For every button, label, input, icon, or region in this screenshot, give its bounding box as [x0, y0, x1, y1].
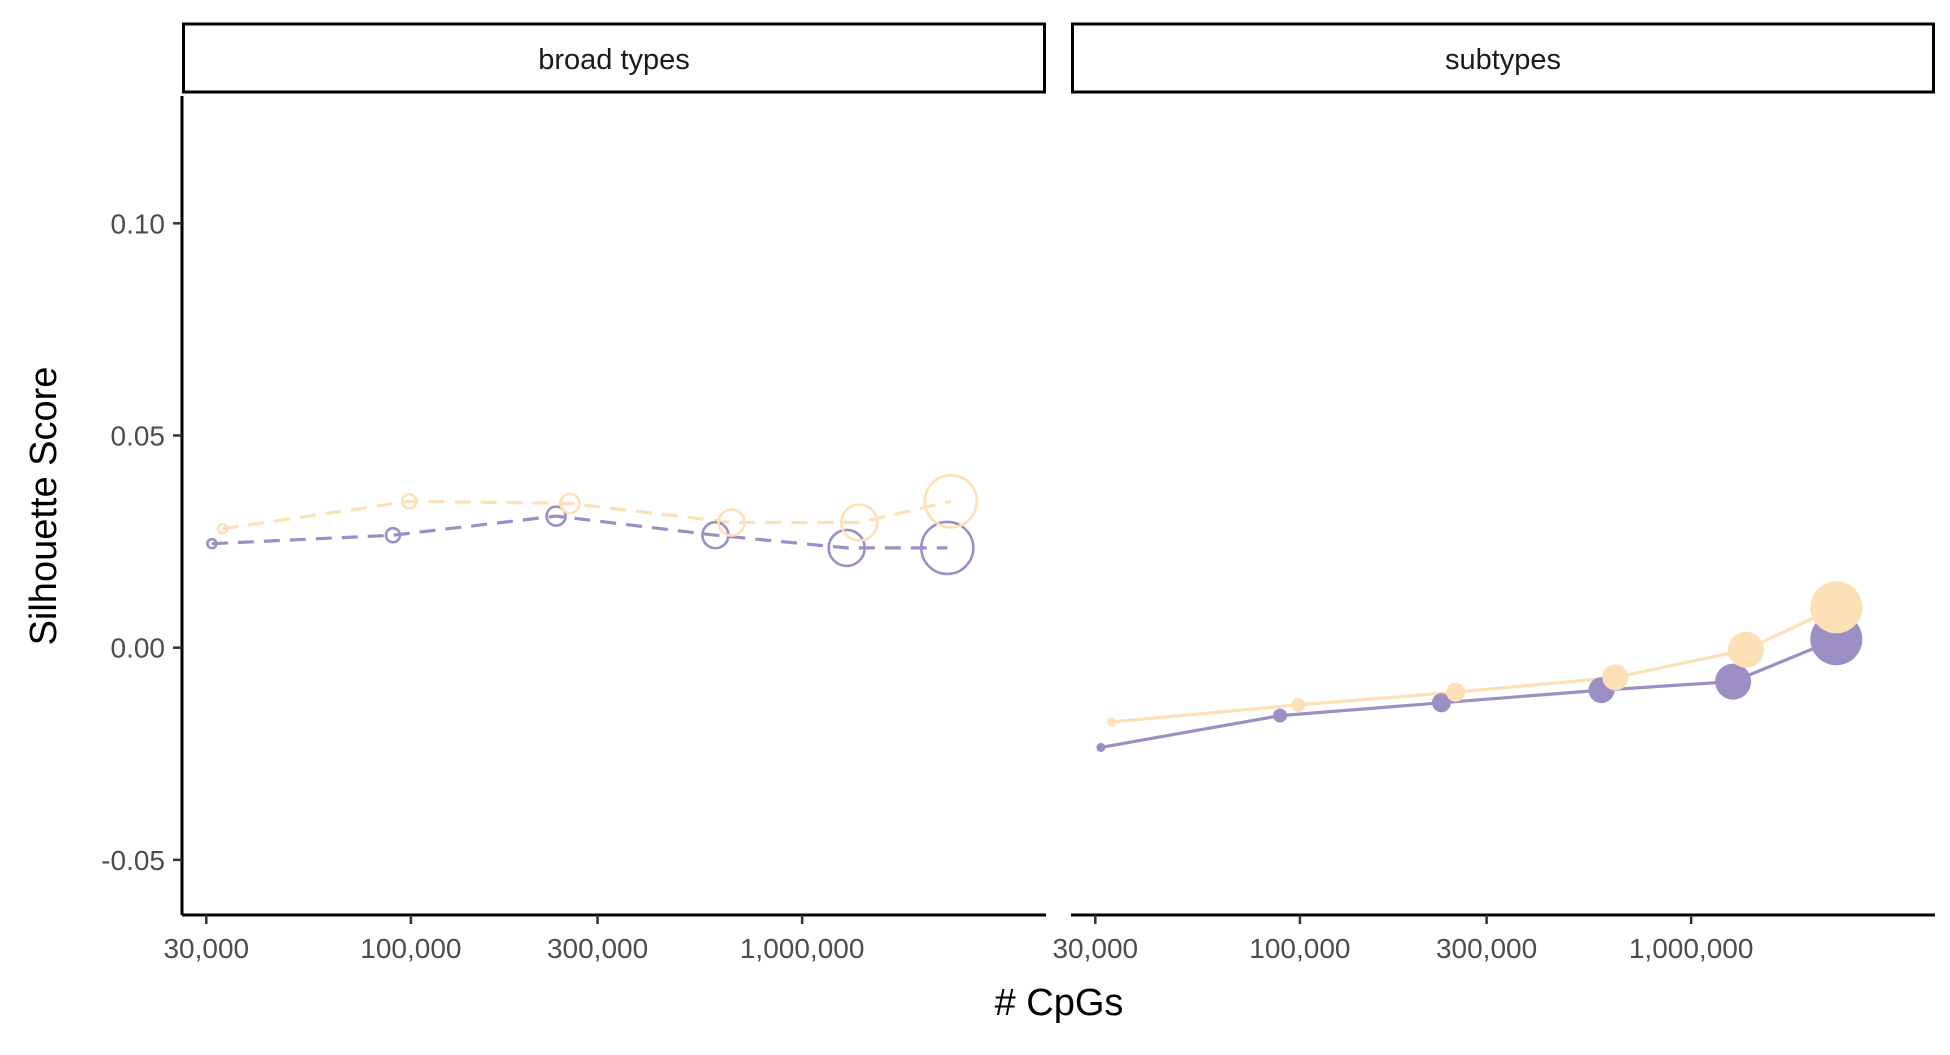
- facet-strip-label: broad types: [538, 44, 690, 76]
- data-point: [206, 537, 218, 550]
- x-tick-label: 300,000: [1436, 933, 1537, 964]
- data-point: [923, 473, 979, 529]
- y-tick-label: 0.10: [111, 208, 166, 239]
- series-points-layer: [206, 473, 1863, 752]
- series-line: [222, 499, 952, 531]
- data-point: [717, 508, 746, 537]
- data-point: [1107, 717, 1116, 727]
- x-tick-label: 1,000,000: [740, 933, 865, 964]
- data-point: [1291, 697, 1306, 712]
- axes-layer: broad types 0.10 0.05 0.00 -0.05 30,000 100,00…: [101, 22, 1935, 964]
- data-point: [384, 526, 402, 544]
- facet-strip: [1071, 22, 1935, 94]
- data-point: [1096, 742, 1106, 752]
- data-point: [1727, 631, 1764, 668]
- y-axis-title: Silhouette Score: [23, 367, 65, 646]
- facet-strip-label: subtypes: [1445, 44, 1561, 76]
- data-point: [1810, 581, 1863, 634]
- data-point: [919, 520, 975, 576]
- data-point: [545, 505, 567, 527]
- data-point: [1446, 682, 1466, 702]
- facet-strip: [182, 22, 1046, 94]
- series-lines-layer: [211, 499, 1837, 749]
- data-point: [216, 522, 229, 535]
- y-tick-label: 0.00: [111, 633, 166, 664]
- x-tick-label: 30,000: [163, 933, 249, 964]
- data-point: [400, 492, 418, 510]
- data-point: [1431, 693, 1451, 713]
- data-point: [1602, 664, 1629, 691]
- x-tick-label: 100,000: [360, 933, 461, 964]
- y-tick-label: -0.05: [101, 845, 165, 876]
- x-tick-label: 100,000: [1249, 933, 1350, 964]
- data-point: [1715, 663, 1752, 700]
- series-line: [1100, 637, 1837, 749]
- x-tick-label: 300,000: [547, 933, 648, 964]
- x-tick-label: 1,000,000: [1629, 933, 1754, 964]
- data-point: [1273, 708, 1288, 723]
- data-point: [559, 492, 581, 515]
- x-axis-title: # CpGs: [995, 982, 1124, 1024]
- y-tick-label: 0.05: [111, 420, 166, 451]
- data-point: [827, 528, 867, 568]
- x-tick-label: 30,000: [1052, 933, 1138, 964]
- data-point: [839, 503, 879, 542]
